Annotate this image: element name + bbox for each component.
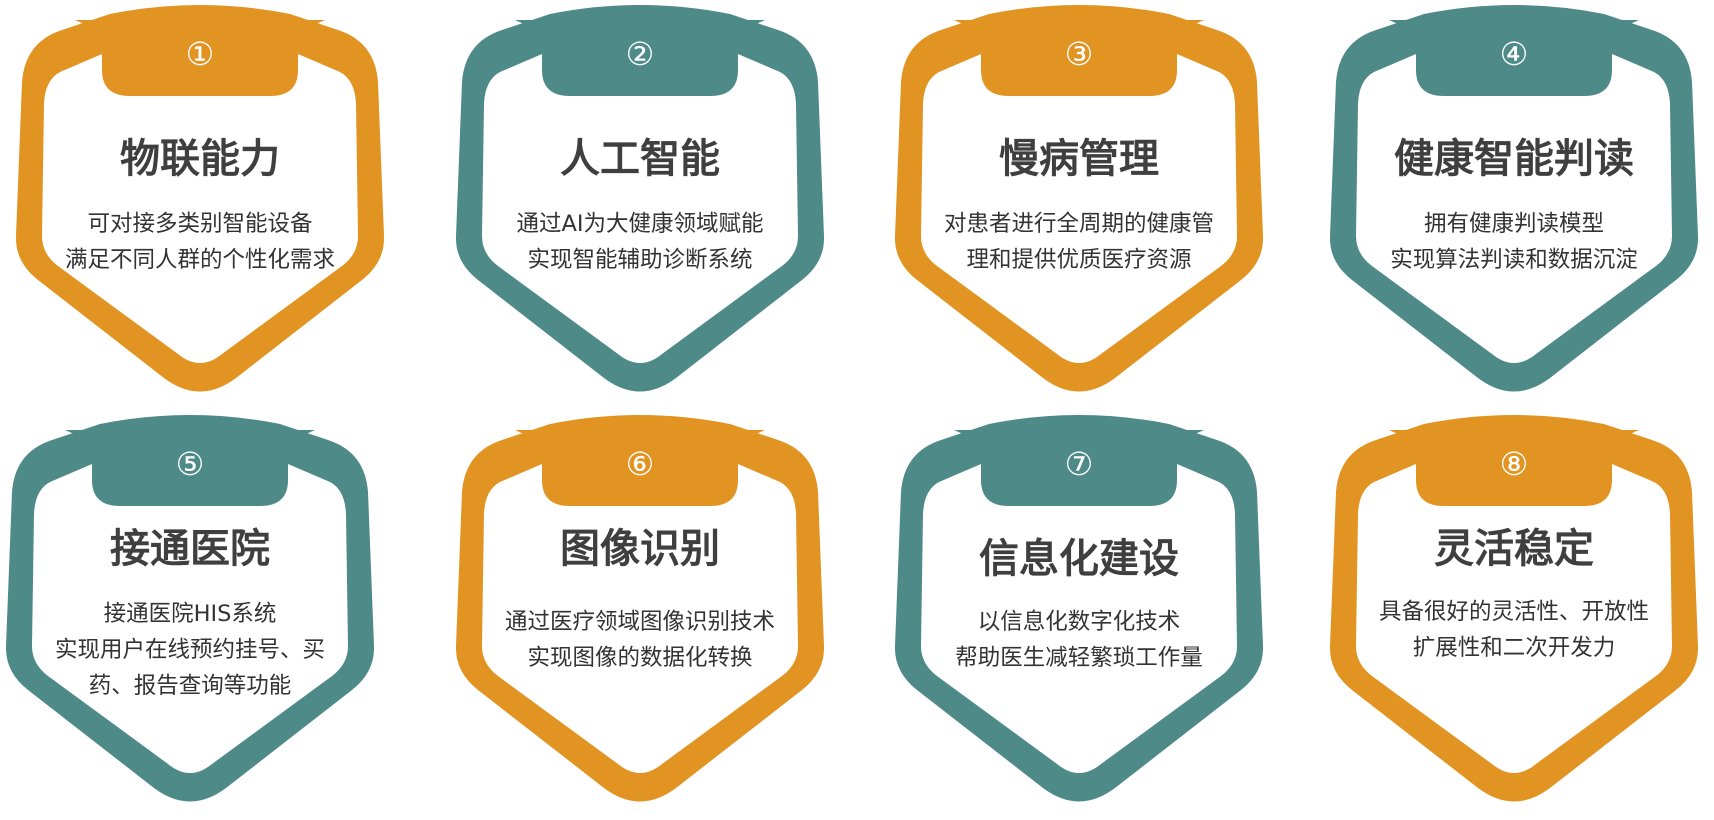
hexagon-badge-shape	[15, 5, 385, 392]
card-description-line: 通过AI为大健康领域赋能	[516, 211, 764, 237]
feature-card-1: ① 物联能力 可对接多类别智能设备 满足不同人群的个性化需求	[0, 0, 400, 410]
card-description-line: 实现图像的数据化转换	[527, 645, 753, 671]
card-title: 人工智能	[560, 136, 720, 182]
card-description-line: 以信息化数字化技术	[977, 609, 1181, 635]
card-description-line: 实现智能辅助诊断系统	[527, 247, 753, 273]
card-description-line: 理和提供优质医疗资源	[966, 247, 1192, 273]
card-description-line: 实现用户在线预约挂号、买	[54, 637, 325, 663]
card-description: 具备很好的灵活性、开放性 扩展性和二次开发力	[1354, 594, 1674, 666]
card-description-line: 药、报告查询等功能	[88, 673, 292, 699]
card-description-line: 拥有健康判读模型	[1423, 211, 1604, 237]
hexagon-badge-shape	[1329, 415, 1699, 802]
card-number: ⑧	[1499, 445, 1529, 483]
card-number: ②	[625, 35, 655, 73]
card-description-line: 通过医疗领域图像识别技术	[504, 609, 775, 635]
hexagon-badge-shape	[5, 415, 375, 802]
card-title: 灵活稳定	[1434, 526, 1594, 572]
feature-card-5: ⑤ 接通医院 接通医院HIS系统 实现用户在线预约挂号、买 药、报告查询等功能	[0, 410, 390, 820]
card-description-line: 满足不同人群的个性化需求	[64, 247, 335, 273]
card-title: 健康智能判读	[1394, 136, 1634, 182]
card-description: 可对接多类别智能设备 满足不同人群的个性化需求	[40, 206, 360, 278]
card-title: 慢病管理	[999, 136, 1159, 182]
feature-card-8: ⑧ 灵活稳定 具备很好的灵活性、开放性 扩展性和二次开发力	[1314, 410, 1714, 820]
feature-card-4: ④ 健康智能判读 拥有健康判读模型 实现算法判读和数据沉淀	[1314, 0, 1714, 410]
card-description: 对患者进行全周期的健康管 理和提供优质医疗资源	[919, 206, 1239, 278]
card-number: ⑤	[175, 445, 205, 483]
card-description-line: 帮助医生减轻繁琐工作量	[955, 645, 1203, 671]
feature-card-6: ⑥ 图像识别 通过医疗领域图像识别技术 实现图像的数据化转换	[440, 410, 840, 820]
card-number: ④	[1499, 35, 1529, 73]
hexagon-badge-shape	[894, 5, 1264, 392]
card-description-line: 具备很好的灵活性、开放性	[1378, 599, 1649, 625]
card-description-line: 扩展性和二次开发力	[1412, 635, 1616, 661]
card-description: 通过AI为大健康领域赋能 实现智能辅助诊断系统	[480, 206, 800, 278]
card-description-line: 可对接多类别智能设备	[87, 211, 313, 237]
card-title: 接通医院	[110, 526, 270, 572]
card-title: 物联能力	[120, 136, 280, 182]
feature-card-2: ② 人工智能 通过AI为大健康领域赋能 实现智能辅助诊断系统	[440, 0, 840, 410]
feature-card-3: ③ 慢病管理 对患者进行全周期的健康管 理和提供优质医疗资源	[879, 0, 1279, 410]
card-number: ⑦	[1064, 445, 1094, 483]
card-description: 接通医院HIS系统 实现用户在线预约挂号、买 药、报告查询等功能	[30, 596, 350, 704]
hexagon-badge-shape	[455, 5, 825, 392]
card-description: 以信息化数字化技术 帮助医生减轻繁琐工作量	[919, 604, 1239, 676]
hexagon-badge-shape	[1329, 5, 1699, 392]
hexagon-badge-shape	[894, 415, 1264, 802]
card-description-line: 对患者进行全周期的健康管	[943, 211, 1214, 237]
card-description-line: 实现算法判读和数据沉淀	[1390, 247, 1638, 273]
card-title: 信息化建设	[979, 536, 1179, 582]
card-description-line: 接通医院HIS系统	[103, 601, 277, 627]
card-number: ①	[185, 35, 215, 73]
card-number: ③	[1064, 35, 1094, 73]
card-number: ⑥	[625, 445, 655, 483]
card-description: 通过医疗领域图像识别技术 实现图像的数据化转换	[480, 604, 800, 676]
card-description: 拥有健康判读模型 实现算法判读和数据沉淀	[1354, 206, 1674, 278]
hexagon-badge-shape	[455, 415, 825, 802]
card-title: 图像识别	[560, 526, 720, 572]
feature-card-7: ⑦ 信息化建设 以信息化数字化技术 帮助医生减轻繁琐工作量	[879, 410, 1279, 820]
